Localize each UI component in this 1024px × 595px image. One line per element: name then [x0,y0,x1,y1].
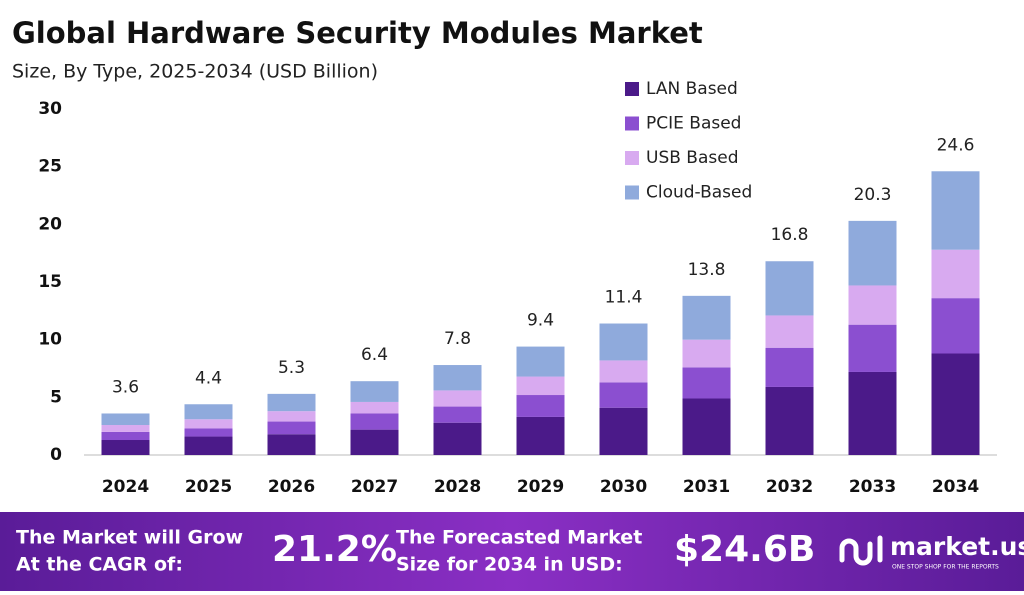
forecast-text: The Forecasted Market [396,527,642,549]
bar-segment [184,428,233,437]
x-tick-label: 2032 [766,477,813,497]
y-tick-label: 30 [38,99,62,119]
forecast-text: Size for 2034 in USD: [396,554,623,576]
brand-logo [839,535,883,566]
x-tick-label: 2027 [351,477,398,497]
legend: LAN Based PCIE Based USB Based Cloud-Based [625,79,752,203]
legend-label: USB Based [646,148,739,168]
bar-segment [848,220,897,286]
bar-segment [848,371,897,455]
legend-label: PCIE Based [646,114,741,134]
bar-segment [599,323,648,361]
bar-segment [516,346,565,377]
bar-segment [516,376,565,396]
bar-segment [765,261,814,316]
brand-name: market.us [890,532,1024,561]
legend-label: LAN Based [646,79,738,99]
bar-segment [184,419,233,429]
x-tick-label: 2028 [434,477,481,497]
bar-segment [599,360,648,383]
total-label: 5.3 [278,358,305,378]
bar-segment [682,398,731,455]
total-label: 20.3 [854,185,892,205]
bar-segment [599,407,648,455]
bar-segment [433,422,482,455]
forecast-value: $24.6B [674,529,815,570]
y-tick-label: 10 [38,330,62,350]
bar-segment [101,431,150,441]
x-tick-label: 2034 [932,477,979,497]
legend-swatch [625,116,639,131]
bar-segment [599,382,648,408]
bar-segment [433,390,482,407]
cagr-text: At the CAGR of: [16,554,183,576]
bar-segment [350,429,399,455]
legend-label: Cloud-Based [646,183,752,203]
total-label: 6.4 [361,345,388,365]
bar-segment [267,434,316,455]
x-tick-label: 2033 [849,477,896,497]
chart-subtitle: Size, By Type, 2025-2034 (USD Billion) [12,61,378,83]
bar-segment [931,249,980,299]
x-tick-label: 2029 [517,477,564,497]
total-label: 4.4 [195,368,222,388]
total-label: 13.8 [688,260,726,280]
x-tick-label: 2026 [268,477,315,497]
bar-segment [267,393,316,412]
total-label: 7.8 [444,329,471,349]
bar-segment [765,347,814,387]
bar-segment [184,436,233,455]
legend-swatch [625,82,639,96]
bar-segment [516,416,565,455]
x-tick-label: 2024 [102,477,149,497]
bar-segment [433,406,482,423]
bar-segment [267,411,316,422]
bar-segment [350,401,399,414]
y-tick-label: 15 [38,272,62,292]
bar-segment [848,324,897,372]
total-label: 11.4 [605,288,643,308]
x-tick-label: 2031 [683,477,730,497]
bar-segment [267,421,316,435]
total-label: 16.8 [771,225,809,245]
y-tick-label: 5 [50,387,62,407]
bar-segment [682,295,731,340]
bar-segment [101,425,150,432]
cagr-value: 21.2% [272,529,397,570]
total-label: 24.6 [937,135,975,155]
legend-swatch [625,185,639,200]
total-label: 9.4 [527,311,554,331]
bar-segment [433,365,482,391]
x-tick-label: 2030 [600,477,647,497]
bar-segment [516,395,565,417]
y-tick-label: 0 [50,445,62,465]
bar-segment [350,381,399,402]
bar-segment [848,285,897,325]
cagr-text: The Market will Grow [16,527,243,549]
bar-segment [931,353,980,455]
bar-segment [931,298,980,354]
total-label: 3.6 [112,377,139,397]
bar-segment [682,339,731,368]
bar-segment [101,413,150,426]
y-tick-label: 20 [38,214,62,234]
bar-segment [101,440,150,455]
footer-banner [0,512,1024,591]
bar-segment [765,386,814,455]
y-tick-label: 25 [38,157,62,177]
legend-swatch [625,151,639,165]
bar-segment [184,404,233,420]
bar-segment [682,367,731,399]
x-tick-label: 2025 [185,477,232,497]
bar-segment [931,171,980,250]
bar-segment [765,315,814,348]
chart-title: Global Hardware Security Modules Market [12,16,703,50]
bar-segment [350,413,399,430]
brand-tagline: ONE STOP SHOP FOR THE REPORTS [892,564,999,571]
